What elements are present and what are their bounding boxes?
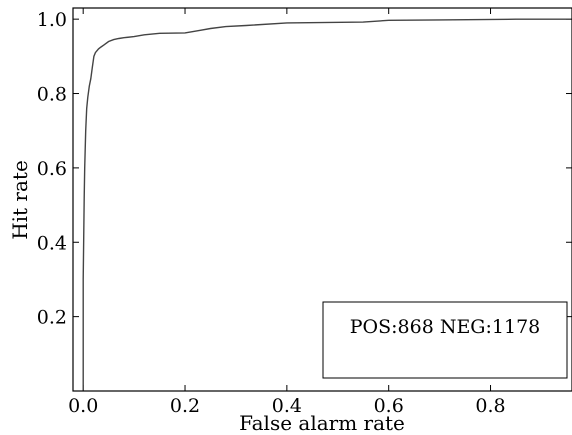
x-axis-ticks: 0.0 0.2 0.4 0.6 0.8 (68, 8, 506, 417)
y-tick-label: 1.0 (37, 9, 67, 31)
plot-frame (72, 7, 572, 392)
y-axis-ticks: 0.2 0.4 0.6 0.8 1.0 (37, 9, 572, 329)
y-axis-label: Hit rate (8, 160, 32, 240)
y-tick-label: 0.2 (37, 307, 67, 329)
x-tick-label: 0.8 (475, 395, 505, 417)
y-tick-label: 0.4 (37, 232, 67, 254)
annotation-box: POS:868 NEG:1178 (322, 301, 568, 379)
roc-curve-series (82, 18, 572, 391)
annotation-text: POS:868 NEG:1178 (350, 316, 541, 338)
x-tick-label: 0.2 (170, 395, 200, 417)
x-tick-label: 0.0 (68, 395, 98, 417)
x-tick-label: 0.6 (374, 395, 404, 417)
x-axis-label: False alarm rate (239, 411, 405, 435)
x-tick-label: 0.4 (272, 395, 302, 417)
y-tick-label: 0.8 (37, 84, 67, 106)
y-tick-label: 0.6 (37, 158, 67, 180)
